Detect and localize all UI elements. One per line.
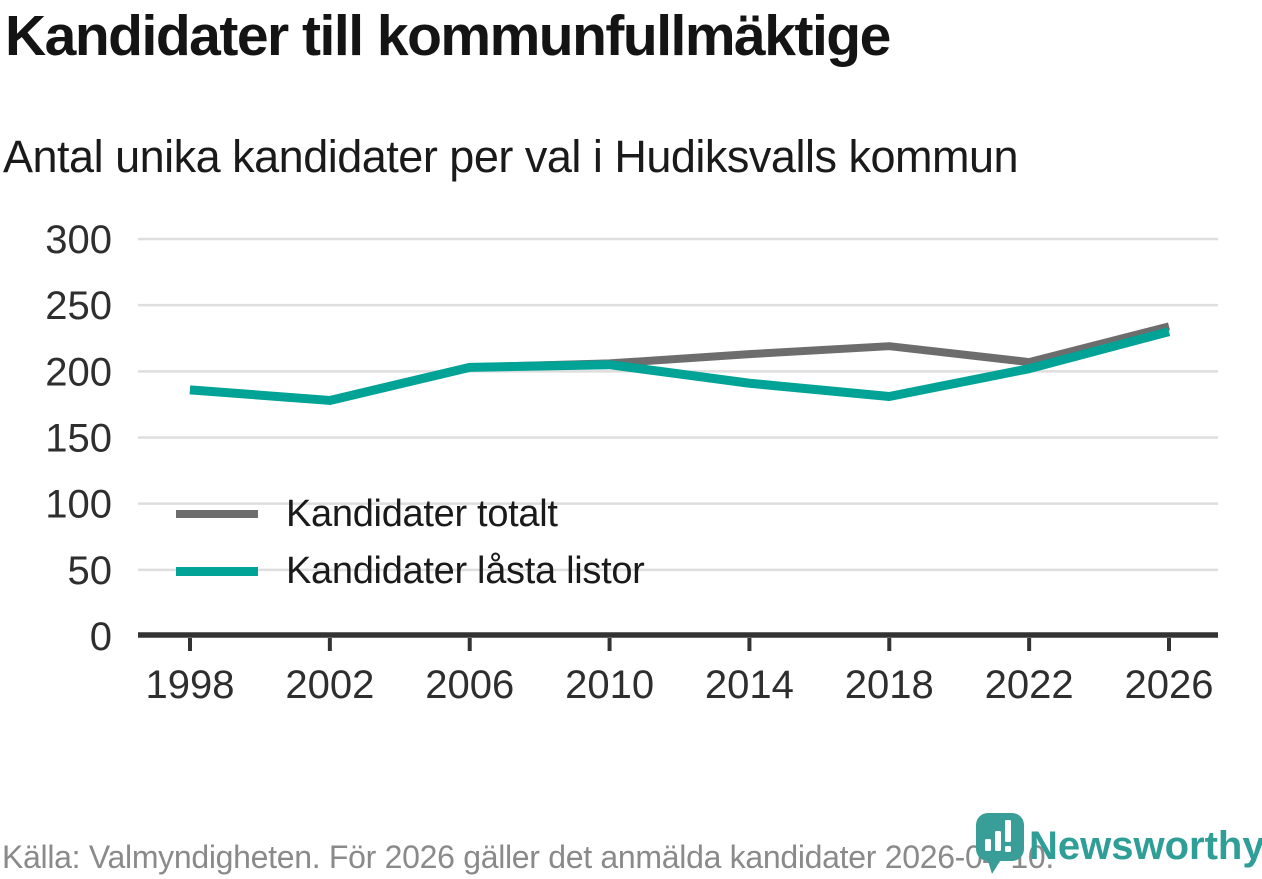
legend-item-total: Kandidater totalt	[176, 493, 645, 535]
source-note: Källa: Valmyndigheten. För 2026 gäller d…	[2, 839, 1054, 875]
series-line-0	[189, 322, 1170, 405]
y-tick-label-250: 250	[45, 284, 112, 328]
newsworthy-logo-icon	[976, 813, 1024, 874]
x-tick-label-2010: 2010	[565, 663, 654, 707]
x-tick-label-2026: 2026	[1125, 663, 1214, 707]
newsworthy-brand: Newsworthy	[975, 812, 1262, 876]
x-tick-label-2014: 2014	[705, 663, 794, 707]
legend-item-locked-lists: Kandidater låsta listor	[176, 550, 645, 592]
y-tick-label-300: 300	[45, 218, 112, 262]
legend-label-total: Kandidater totalt	[286, 492, 558, 535]
y-tick-label-50: 50	[68, 549, 113, 593]
legend-label-locked-lists: Kandidater låsta listor	[286, 549, 645, 592]
line-chart: 1998 2002 2006 2010 2014 2018 2022 2026 0 50 100 15…	[45, 218, 1218, 707]
x-tick-label-2022: 2022	[985, 663, 1074, 707]
x-tick-label-2006: 2006	[425, 663, 514, 707]
newsworthy-wordmark: Newsworthy	[1029, 824, 1262, 868]
series-line-1	[189, 327, 1171, 405]
legend-swatch-locked-lists-line	[176, 566, 258, 576]
legend-swatch-total-line	[176, 510, 258, 518]
y-tick-label-100: 100	[45, 483, 112, 527]
x-tick-label-2018: 2018	[845, 663, 934, 707]
y-tick-label-0: 0	[90, 615, 112, 659]
y-tick-label-150: 150	[45, 417, 112, 461]
legend: Kandidater totalt Kandidater låsta listo…	[176, 493, 645, 607]
x-tick-label-1998: 1998	[146, 663, 235, 707]
x-tick-label-2002: 2002	[285, 663, 374, 707]
chart-subtitle: Antal unika kandidater per val i Hudiksv…	[3, 131, 1019, 182]
y-tick-label-200: 200	[45, 350, 112, 394]
chart-title: Kandidater till kommunfullmäktige	[5, 4, 891, 68]
